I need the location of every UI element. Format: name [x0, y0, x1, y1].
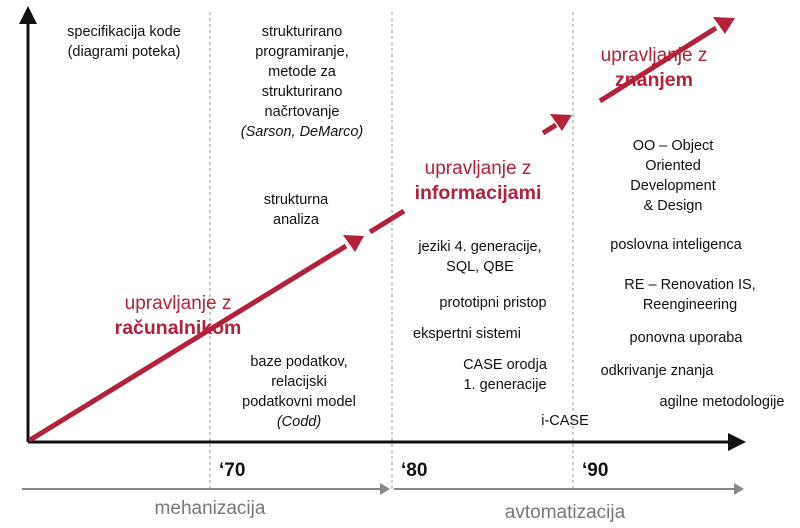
decade-90: ‘90 [582, 460, 609, 481]
item-knowledge-discovery: odkrivanje znanja [600, 363, 714, 379]
management-label-computer: upravljanje z računalnikom [115, 292, 242, 340]
item-prototyping: prototipni pristop [439, 295, 547, 311]
progress-arrowhead-4 [713, 17, 735, 34]
text-line: jeziki 4. generacije, [418, 239, 542, 255]
item-expert-systems: ekspertni sistemi [413, 326, 521, 342]
text-line: strukturirano [261, 24, 343, 40]
text-line: (diagrami poteka) [67, 44, 181, 60]
text-line-italic: (Sarson, DeMarco) [240, 124, 364, 140]
management-line1: upravljanje z [600, 45, 708, 66]
item-business-intelligence: poslovna inteligenca [610, 237, 742, 253]
management-line1: upravljanje z [124, 293, 232, 314]
management-label-information: upravljanje z informacijami [415, 157, 542, 205]
item-case-tools: CASE orodja 1. generacije [463, 355, 547, 395]
era-mehanizacija: mehanizacija [154, 498, 266, 519]
progress-arrow-1 [28, 243, 348, 443]
item-icase: i-CASE [541, 413, 589, 429]
era-avtomatizacija: avtomatizacija [504, 502, 626, 523]
text-line: RE – Renovation IS, [624, 277, 756, 293]
text-line: OO – Object [632, 138, 714, 154]
management-line2: znanjem [614, 69, 694, 91]
text-line: Reengineering [642, 297, 738, 313]
progress-arrowhead-1 [343, 235, 364, 252]
progress-arrow-4 [598, 25, 718, 104]
item-structured-programming: strukturirano programiranje, metode za s… [241, 22, 363, 142]
text-line: Development [630, 178, 716, 194]
text-line: analiza [273, 212, 319, 228]
text-line: SQL, QBE [446, 259, 514, 275]
text-line: 1. generacije [463, 377, 547, 393]
text-line: relacijski [271, 374, 327, 390]
management-line2: računalnikom [114, 317, 242, 339]
item-agile: agilne metodologije [659, 394, 785, 410]
text-line: programiranje, [255, 44, 349, 60]
text-line: baze podatkov, [250, 354, 348, 370]
text-line: specifikacija kode [67, 24, 181, 40]
text-line: strukturirano [261, 84, 343, 100]
era-arrowhead-avtomatizacija [734, 483, 744, 495]
decade-80: ‘80 [401, 460, 428, 481]
item-4gl: jeziki 4. generacije, SQL, QBE [418, 237, 541, 277]
y-axis-arrowhead [19, 6, 37, 24]
item-renovation: RE – Renovation IS, Reengineering [624, 275, 755, 315]
x-axis-arrowhead [728, 433, 746, 451]
progress-arrow-3 [541, 122, 558, 136]
management-label-knowledge: upravljanje z znanjem [601, 44, 708, 92]
text-line: strukturna [263, 192, 329, 208]
text-line: načrtovanje [264, 104, 340, 120]
decade-70: ‘70 [219, 460, 246, 481]
text-line-italic: (Codd) [276, 414, 322, 430]
item-code-specification: specifikacija kode (diagrami poteka) [67, 22, 181, 62]
text-line: podatkovni model [242, 394, 356, 410]
item-reuse: ponovna uporaba [629, 330, 743, 346]
progress-arrow-2 [368, 208, 406, 235]
progress-arrowhead-3 [550, 114, 572, 131]
item-oo-development: OO – Object Oriented Development & Desig… [630, 136, 715, 216]
management-line1: upravljanje z [424, 158, 532, 179]
text-line: CASE orodja [463, 357, 547, 373]
management-line2: informacijami [414, 182, 542, 204]
item-databases: baze podatkov, relacijski podatkovni mod… [242, 352, 356, 432]
era-arrowhead-mehanizacija [380, 483, 390, 495]
text-line: & Design [643, 198, 703, 214]
text-line: metode za [268, 64, 336, 80]
text-line: Oriented [645, 158, 701, 174]
item-structured-analysis: strukturna analiza [264, 190, 328, 230]
